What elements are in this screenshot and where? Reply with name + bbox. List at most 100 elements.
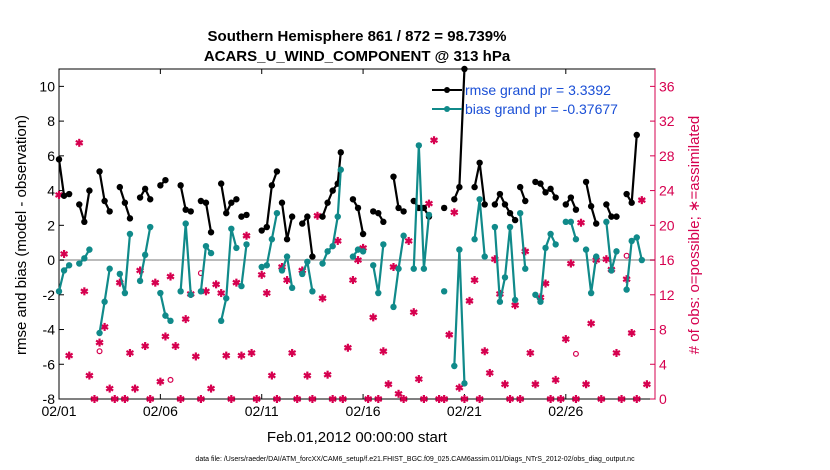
obs-assimilated-marker	[338, 395, 347, 403]
obs-assimilated-marker	[430, 136, 439, 145]
rmse-line-segment	[98, 171, 111, 212]
bias-point	[638, 256, 646, 264]
obs-assimilated-marker	[176, 395, 185, 403]
obs-assimilated-marker	[627, 329, 636, 337]
x-tick-label: 02/26	[548, 403, 583, 419]
obs-assimilated-marker	[480, 347, 489, 356]
obs-assimilated-marker	[394, 389, 403, 398]
bias-point	[516, 209, 524, 217]
bias-line-segment	[473, 198, 486, 257]
bias-point	[501, 274, 509, 281]
rmse-point	[623, 190, 630, 198]
bias-point	[319, 260, 326, 267]
bias-point	[147, 223, 154, 231]
obs-assimilated-marker	[141, 342, 150, 351]
bias-line-segment	[605, 221, 618, 272]
obs-assimilated-marker	[303, 371, 312, 380]
y-right-tick-label: 8	[659, 322, 667, 338]
obs-assimilated-marker	[166, 272, 175, 281]
bias-point	[380, 241, 387, 248]
bias-point	[354, 246, 362, 253]
bias-point	[628, 237, 635, 245]
bias-point	[182, 220, 189, 227]
y-right-tick-label: 12	[659, 287, 675, 303]
obs-assimilated-marker	[181, 315, 190, 324]
rmse-point	[288, 213, 296, 220]
bias-point	[461, 380, 468, 387]
bias-point	[233, 244, 240, 252]
rmse-point	[278, 199, 286, 206]
y-right-tick-label: 28	[659, 148, 675, 164]
rmse-point	[552, 194, 559, 201]
bias-point	[60, 267, 68, 274]
bias-point	[608, 267, 615, 274]
bias-point	[593, 253, 600, 260]
bias-point	[496, 298, 504, 305]
bias-point	[207, 249, 215, 257]
obs-assimilated-marker	[171, 342, 180, 351]
obs-assimilated-marker	[156, 377, 165, 386]
chart-title: Southern Hemisphere 861 / 872 = 98.739%	[208, 28, 507, 45]
obs-assimilated-marker	[308, 395, 317, 403]
y-tick-label: 0	[47, 252, 55, 268]
obs-assimilated-marker	[571, 395, 580, 403]
rmse-point	[547, 185, 554, 193]
rmse-point	[516, 183, 524, 191]
bias-point	[268, 236, 276, 243]
bias-point	[395, 265, 402, 272]
obs-assimilated-marker	[511, 301, 520, 310]
obs-assimilated-marker	[283, 276, 292, 285]
obs-assimilated-marker	[561, 335, 570, 344]
rmse-point	[299, 220, 306, 227]
obs-assimilated-marker	[384, 380, 393, 389]
obs-assimilated-marker	[201, 287, 211, 296]
rmse-point	[96, 168, 103, 175]
rmse-point	[628, 199, 635, 206]
obs-assimilated-marker	[120, 395, 129, 403]
rmse-point	[481, 201, 488, 208]
obs-assimilated-marker	[612, 348, 621, 357]
bias-point	[623, 286, 630, 293]
obs-assimilated-marker	[65, 351, 74, 360]
rmse-point	[349, 196, 357, 203]
bias-point	[562, 218, 570, 226]
bias-point	[400, 232, 407, 239]
bias-point	[81, 255, 88, 262]
obs-assimilated-marker	[191, 352, 200, 361]
bias-point	[263, 262, 270, 269]
y-axis-right-label: # of obs: o=possible; ∗=assimilated	[686, 116, 703, 355]
obs-assimilated-marker	[90, 395, 99, 403]
bias-point	[491, 223, 499, 231]
y-right-tick-label: 36	[659, 78, 675, 94]
rmse-line-segment	[453, 68, 466, 200]
obs-assimilated-marker	[247, 348, 256, 357]
obs-assimilated-marker	[419, 395, 428, 403]
rmse-point	[491, 201, 499, 208]
rmse-point	[126, 215, 134, 222]
bias-line-segment	[220, 227, 238, 322]
rmse-point	[121, 199, 129, 206]
bias-point	[613, 248, 620, 255]
rmse-point	[233, 196, 240, 203]
bias-point	[359, 248, 367, 255]
obs-assimilated-marker	[333, 236, 342, 245]
obs-assimilated-marker	[110, 395, 119, 403]
obs-assimilated-marker	[379, 347, 388, 356]
y-tick-label: -4	[43, 322, 56, 338]
rmse-point	[223, 209, 230, 217]
bias-point	[228, 225, 235, 232]
obs-assimilated-marker	[470, 276, 479, 285]
rmse-point	[359, 230, 367, 238]
obs-assimilated-marker	[60, 249, 69, 258]
bias-point	[86, 246, 93, 253]
bias-point	[582, 246, 590, 253]
obs-assimilated-marker	[404, 236, 413, 245]
y-right-tick-label: 24	[659, 183, 675, 199]
rmse-point	[116, 183, 124, 191]
x-tick-label: 02/21	[447, 403, 482, 419]
bias-point	[55, 288, 63, 295]
obs-assimilated-marker	[445, 330, 454, 339]
rmse-point	[304, 213, 311, 220]
rmse-point	[329, 187, 336, 194]
obs-assimilated-marker	[80, 287, 89, 296]
